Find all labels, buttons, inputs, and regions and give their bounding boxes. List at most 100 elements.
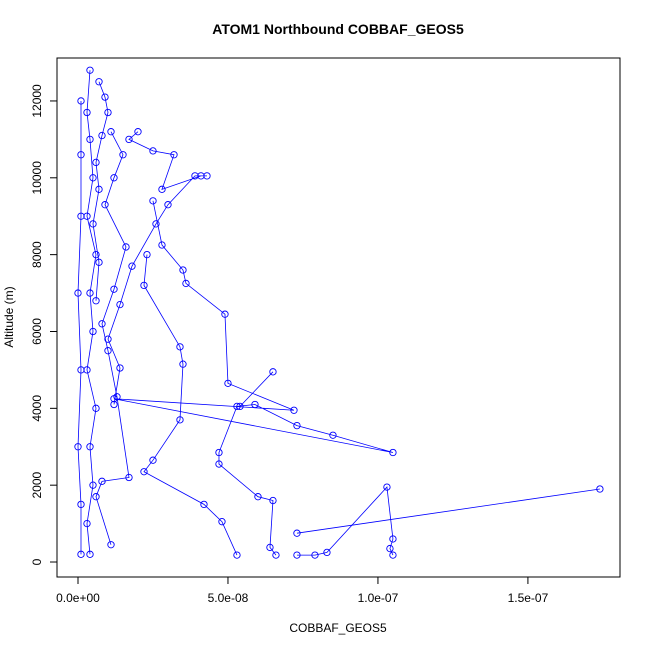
data-point — [77, 97, 85, 105]
data-point — [293, 551, 301, 559]
data-point — [389, 535, 397, 543]
data-point — [149, 197, 157, 205]
data-point — [329, 431, 337, 439]
data-point — [92, 493, 100, 501]
data-point — [254, 493, 262, 501]
data-line — [95, 131, 130, 545]
data-point — [158, 185, 166, 193]
data-point — [128, 262, 136, 270]
data-point — [125, 473, 133, 482]
y-tick-label: 2000 — [30, 472, 44, 499]
data-point — [95, 78, 103, 86]
data-line — [107, 131, 207, 405]
y-tick-label: 8000 — [30, 241, 44, 268]
data-point — [95, 258, 103, 266]
data-point — [203, 172, 211, 180]
data-point — [104, 347, 112, 355]
data-point — [218, 518, 226, 526]
data-point — [224, 379, 232, 388]
data-point — [98, 320, 106, 328]
data-point — [152, 220, 160, 228]
data-point — [389, 448, 397, 457]
data-point — [215, 460, 223, 468]
data-point — [191, 172, 199, 180]
data-point — [233, 551, 241, 559]
data-point — [119, 151, 127, 159]
data-point — [182, 279, 190, 288]
data-point — [107, 541, 115, 549]
data-point — [110, 285, 118, 293]
chart-title: ATOM1 Northbound COBBAF_GEOS5 — [212, 21, 464, 37]
data-point — [89, 174, 97, 182]
data-point — [92, 250, 100, 259]
data-point — [86, 135, 94, 144]
data-point — [101, 201, 109, 209]
data-point — [92, 158, 100, 167]
data-point — [386, 544, 394, 553]
data-point — [86, 66, 94, 74]
data-point — [179, 266, 187, 274]
data-point — [269, 496, 277, 505]
data-point — [323, 548, 331, 557]
data-point — [170, 151, 178, 159]
data-point — [134, 128, 142, 136]
data-point — [95, 185, 103, 193]
data-point — [110, 400, 118, 409]
data-line — [92, 81, 109, 301]
data-point — [176, 416, 184, 424]
data-point — [272, 551, 280, 559]
y-tick-label: 10000 — [30, 161, 44, 195]
data-point — [77, 500, 85, 509]
data-point — [83, 108, 91, 117]
data-point — [83, 519, 91, 528]
data-point — [77, 550, 85, 558]
data-point — [104, 335, 112, 343]
data-point — [116, 364, 124, 372]
data-point — [86, 443, 94, 451]
data-point — [104, 108, 112, 117]
data-point — [140, 468, 148, 476]
y-tick-label: 12000 — [30, 84, 44, 118]
x-axis-label: COBBAF_GEOS5 — [289, 621, 387, 635]
data-point — [158, 241, 166, 249]
data-point — [74, 443, 82, 451]
x-tick-label: 5.0e-08 — [208, 591, 249, 605]
data-point — [89, 220, 97, 228]
data-point — [110, 174, 118, 182]
data-point — [164, 201, 172, 209]
data-line — [113, 200, 394, 556]
data-point — [251, 400, 259, 409]
data-point — [86, 550, 94, 558]
data-point — [233, 402, 241, 411]
data-point — [221, 310, 229, 318]
x-tick-label: 1.0e-07 — [358, 591, 399, 605]
data-point — [98, 131, 106, 140]
x-tick-label: 1.5e-07 — [508, 591, 549, 605]
data-point — [149, 147, 157, 155]
data-point — [113, 393, 121, 401]
data-point — [383, 483, 391, 491]
data-point — [293, 529, 301, 537]
data-point — [101, 93, 109, 101]
data-point — [236, 402, 244, 411]
data-point — [116, 300, 124, 309]
data-point — [143, 250, 151, 259]
data-point — [92, 297, 100, 305]
data-point — [86, 289, 94, 297]
data-point — [200, 500, 208, 509]
y-axis-label: Altitude (m) — [2, 286, 16, 347]
data-point — [89, 327, 97, 336]
data-point — [77, 366, 85, 374]
data-point — [266, 543, 274, 552]
data-point — [293, 421, 301, 430]
data-point — [311, 551, 319, 559]
data-point — [215, 448, 223, 457]
data-line — [86, 70, 97, 555]
data-point — [125, 135, 133, 144]
data-point — [176, 343, 184, 351]
data-point — [77, 212, 85, 220]
data-line — [239, 371, 274, 407]
data-line — [296, 488, 600, 534]
data-point — [149, 456, 157, 464]
